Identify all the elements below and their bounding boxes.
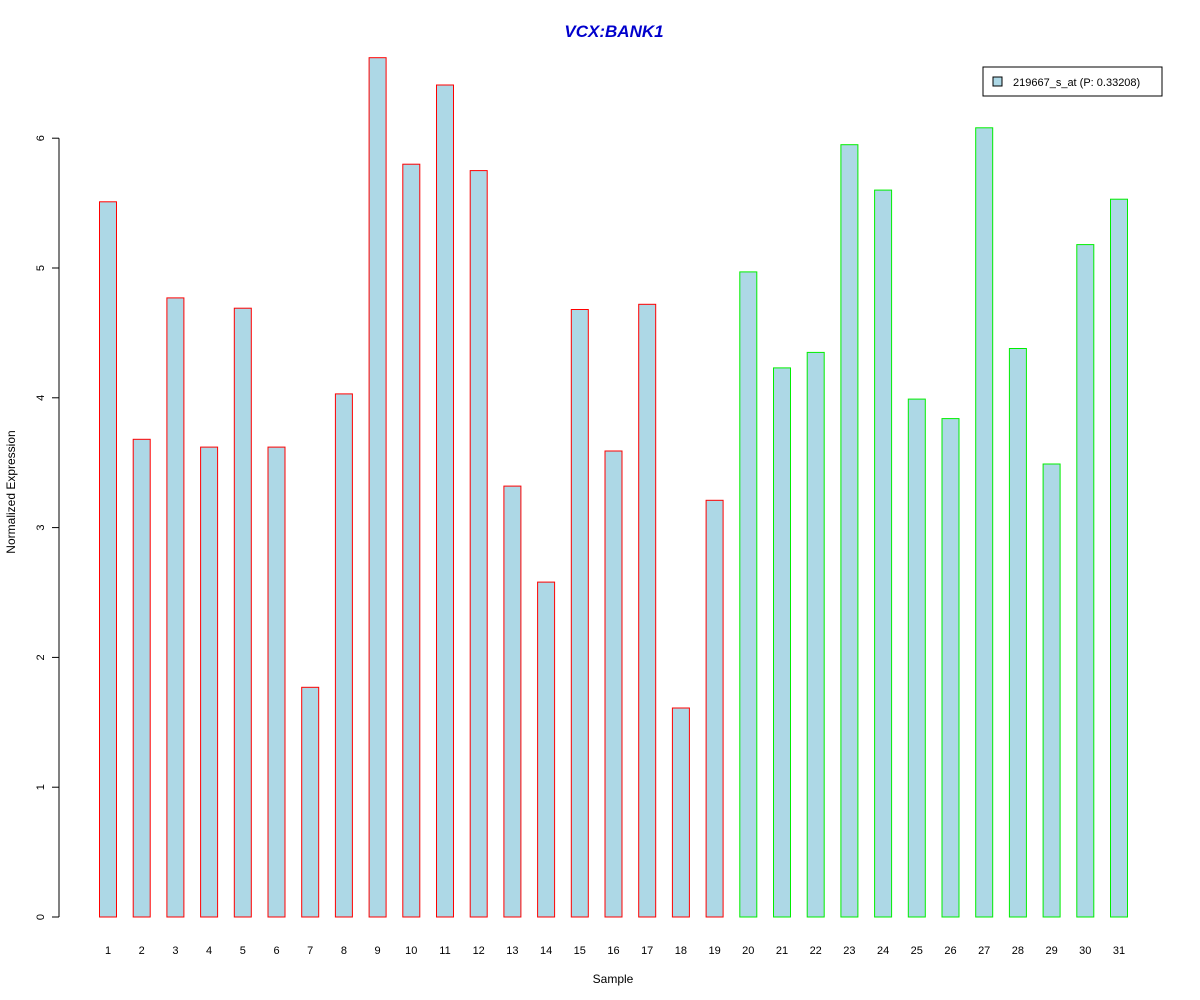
- x-axis: 1 2 3 4 5 6 7 8 9 10 11 12 13 14 15 16 17 18 19 20 21 22 23 24 2…: [105, 945, 1125, 957]
- bar-sample-17: [638, 303, 657, 918]
- x-tick-label: 21: [776, 945, 788, 957]
- x-tick-label: 11: [439, 945, 450, 957]
- y-tick-label: 4: [35, 395, 47, 401]
- x-tick-label: 9: [375, 945, 381, 957]
- x-tick-label: 28: [1012, 945, 1024, 957]
- x-tick-label: 24: [877, 945, 889, 957]
- x-tick-label: 12: [473, 945, 485, 957]
- x-tick-label: 15: [574, 945, 586, 957]
- x-tick-label: 30: [1079, 945, 1091, 957]
- y-tick-label: 3: [35, 525, 47, 531]
- x-tick-label: 2: [139, 945, 145, 957]
- bar-sample-25: [907, 398, 926, 918]
- bar-sample-29: [1042, 463, 1061, 918]
- y-tick-label: 1: [35, 784, 47, 790]
- x-tick-label: 19: [708, 945, 720, 957]
- x-tick-label: 23: [843, 945, 855, 957]
- bar-sample-7: [301, 686, 320, 918]
- bar-sample-26: [941, 418, 960, 918]
- bar-sample-24: [874, 189, 893, 918]
- y-tick-label: 2: [35, 654, 47, 660]
- x-tick-label: 6: [273, 945, 279, 957]
- x-tick-label: 4: [206, 945, 212, 957]
- y-tick-label: 6: [35, 135, 47, 141]
- x-tick-label: 25: [911, 945, 923, 957]
- bar-sample-21: [773, 367, 791, 918]
- bar-sample-22: [806, 351, 825, 918]
- bar-sample-14: [537, 581, 556, 918]
- bar-sample-19: [705, 499, 724, 918]
- bar-sample-12: [469, 170, 488, 918]
- bar-sample-5: [233, 307, 252, 918]
- x-tick-label: 10: [405, 945, 417, 957]
- bar-sample-15: [570, 309, 589, 918]
- x-tick-label: 18: [675, 945, 687, 957]
- legend-swatch: [992, 76, 1003, 87]
- x-tick-label: 16: [607, 945, 619, 957]
- x-axis-title: Sample: [593, 972, 634, 986]
- x-tick-label: 13: [506, 945, 518, 957]
- bar-sample-3: [166, 297, 185, 918]
- y-axis: 0 1 2 3 4 5 6: [35, 135, 60, 920]
- legend-box: [982, 66, 1163, 97]
- y-axis-title: Normalized Expression: [4, 430, 18, 553]
- x-tick-label: 22: [810, 945, 822, 957]
- bar-sample-30: [1076, 244, 1095, 918]
- legend: 219667_s_at (P: 0.33208): [982, 66, 1163, 97]
- bar-sample-8: [334, 393, 353, 918]
- bar-sample-23: [840, 144, 859, 918]
- x-tick-label: 1: [105, 945, 111, 957]
- y-tick-label: 0: [35, 914, 47, 920]
- x-tick-label: 14: [540, 945, 552, 957]
- x-tick-label: 3: [172, 945, 178, 957]
- bar-sample-20: [739, 271, 758, 918]
- x-tick-label: 20: [742, 945, 754, 957]
- bar-sample-28: [1008, 348, 1027, 918]
- legend-label: 219667_s_at (P: 0.33208): [1013, 77, 1140, 89]
- x-tick-label: 8: [341, 945, 347, 957]
- x-tick-label: 31: [1113, 945, 1125, 957]
- bar-sample-6: [267, 446, 286, 918]
- x-tick-label: 7: [307, 945, 313, 957]
- bar-sample-16: [604, 450, 623, 918]
- bar-sample-13: [503, 485, 522, 918]
- bars: [99, 57, 1128, 918]
- x-tick-label: 5: [240, 945, 246, 957]
- x-tick-label: 29: [1045, 945, 1057, 957]
- bar-sample-18: [671, 707, 690, 918]
- bar-sample-2: [132, 438, 151, 918]
- bar-sample-10: [402, 163, 421, 918]
- bar-sample-31: [1110, 198, 1128, 918]
- bar-sample-27: [975, 127, 994, 918]
- x-tick-label: 27: [978, 945, 990, 957]
- x-tick-label: 17: [641, 945, 653, 957]
- bar-sample-9: [368, 57, 387, 918]
- bar-sample-1: [99, 201, 117, 918]
- bar-sample-4: [200, 446, 219, 918]
- chart-title: VCX:BANK1: [564, 22, 663, 41]
- x-tick-label: 26: [944, 945, 956, 957]
- y-tick-label: 5: [35, 265, 47, 271]
- bar-sample-11: [436, 84, 454, 918]
